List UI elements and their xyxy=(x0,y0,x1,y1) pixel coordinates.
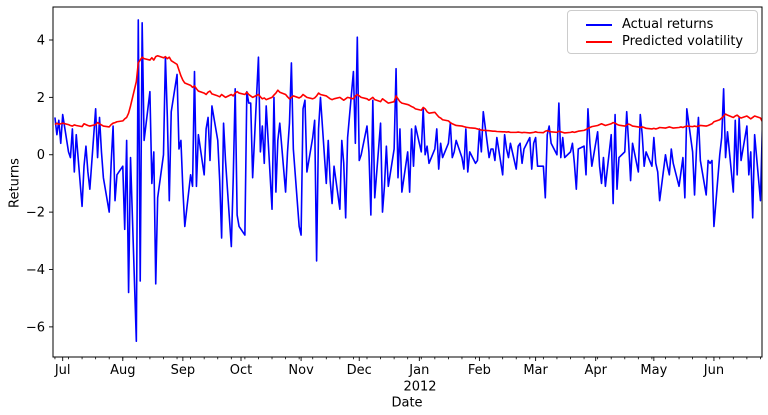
svg-text:May: May xyxy=(640,363,667,378)
y-axis-label: Returns xyxy=(7,158,23,208)
legend-line-sample-predicted-volatility xyxy=(586,40,612,43)
svg-text:−4: −4 xyxy=(26,263,45,278)
x-axis-major-ticks xyxy=(62,357,715,361)
predicted-volatility-line xyxy=(54,54,762,134)
y-tick-labels: 4 2 0 −2 −4 −6 xyxy=(26,33,45,335)
legend-item-actual-returns: Actual returns xyxy=(580,16,751,33)
svg-text:Nov: Nov xyxy=(288,363,314,378)
svg-text:−6: −6 xyxy=(26,320,45,335)
svg-text:Sep: Sep xyxy=(171,363,196,378)
axes-frame xyxy=(52,6,763,358)
svg-text:Dec: Dec xyxy=(347,363,372,378)
svg-text:Mar: Mar xyxy=(523,363,548,378)
svg-text:4: 4 xyxy=(37,33,45,48)
svg-text:−2: −2 xyxy=(26,206,45,221)
legend-item-predicted-volatility: Predicted volatility xyxy=(580,33,751,50)
svg-text:2: 2 xyxy=(37,91,45,106)
actual-returns-line xyxy=(54,19,762,343)
x-axis-label: Date xyxy=(391,395,423,411)
x-axis-year-label: 2012 xyxy=(403,379,437,395)
legend-label-predicted-volatility: Predicted volatility xyxy=(622,34,744,49)
x-tick-labels: Jul Aug Sep Oct Nov Dec Jan Feb Mar Apr May Jun xyxy=(54,363,724,378)
legend-line-sample-actual-returns xyxy=(586,23,612,26)
legend: Actual returns Predicted volatility xyxy=(567,10,758,54)
svg-text:Feb: Feb xyxy=(468,363,491,378)
svg-text:Jan: Jan xyxy=(408,363,429,378)
svg-text:0: 0 xyxy=(37,148,45,163)
svg-text:Jun: Jun xyxy=(703,363,724,378)
y-axis-ticks xyxy=(49,39,53,328)
svg-text:Apr: Apr xyxy=(584,363,607,378)
svg-text:Oct: Oct xyxy=(230,363,252,378)
svg-text:Aug: Aug xyxy=(110,363,135,378)
svg-text:Jul: Jul xyxy=(54,363,71,378)
plot-background xyxy=(53,7,762,357)
legend-label-actual-returns: Actual returns xyxy=(622,17,714,32)
